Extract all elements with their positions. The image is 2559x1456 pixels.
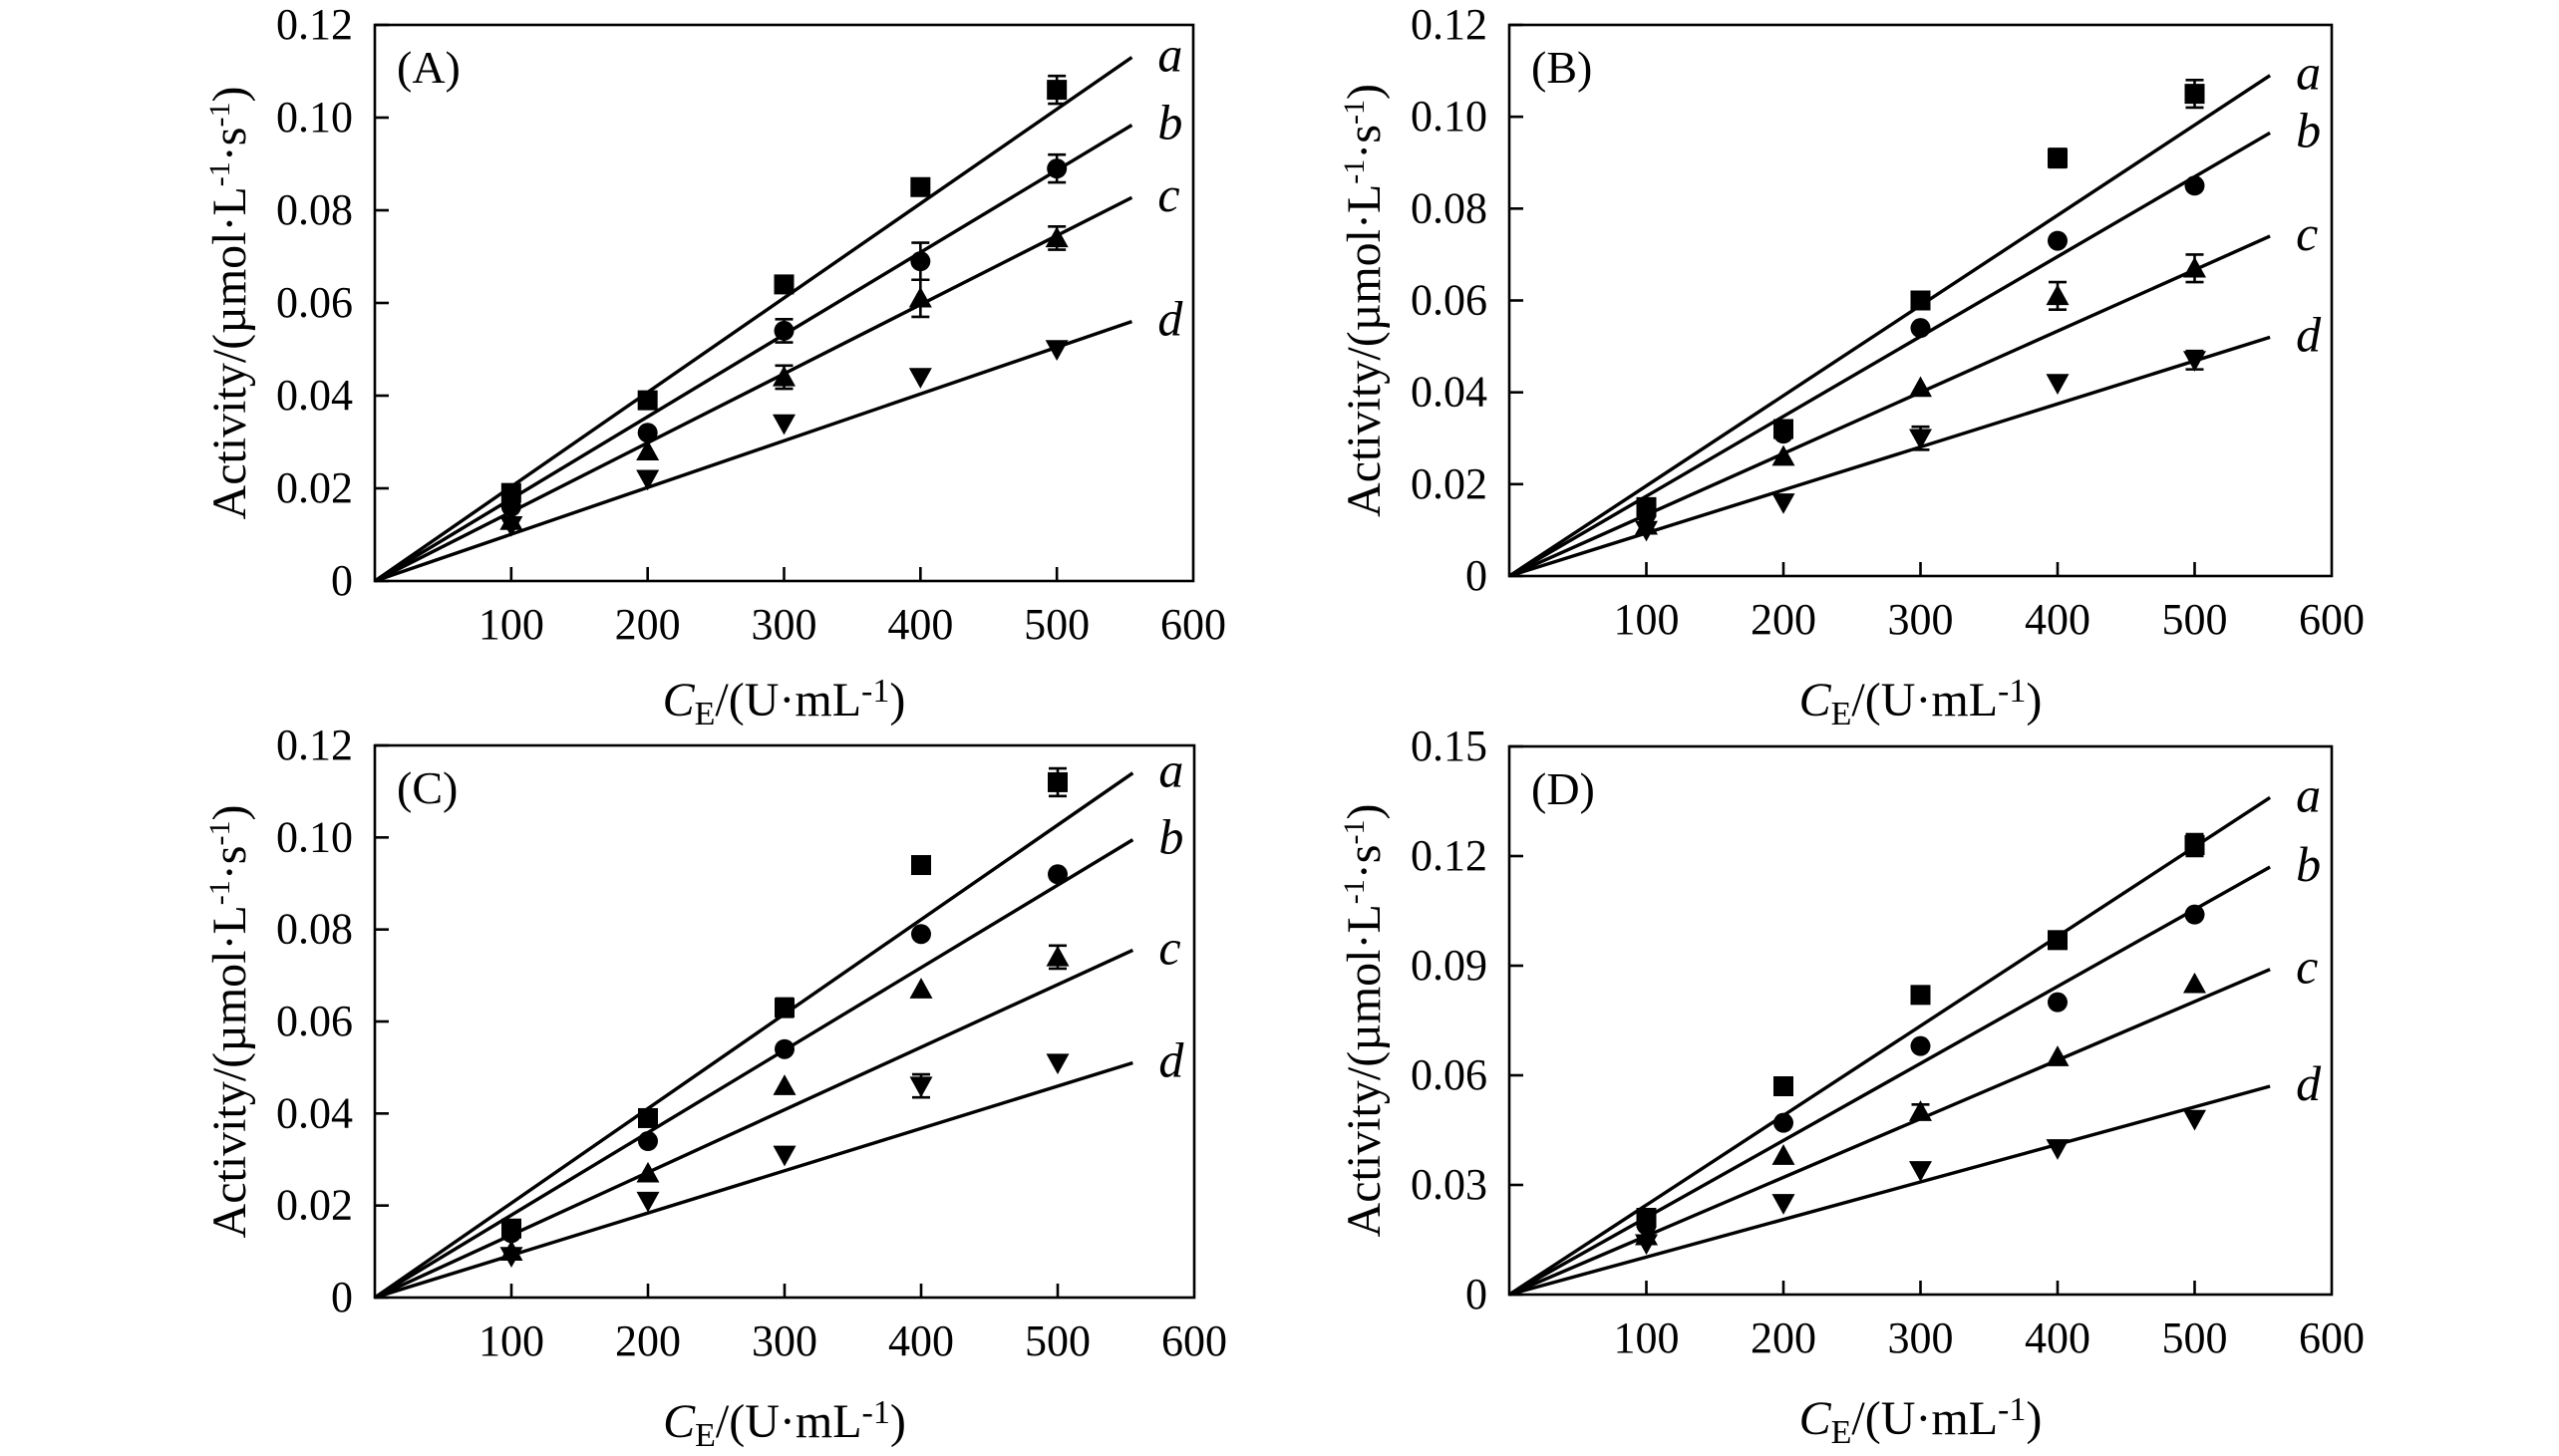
svg-text:0.04: 0.04 [276, 371, 353, 420]
svg-text:0.15: 0.15 [1411, 726, 1487, 770]
svg-text:0.03: 0.03 [1411, 1160, 1487, 1209]
svg-text:100: 100 [1614, 1313, 1680, 1362]
svg-text:200: 200 [615, 1316, 681, 1365]
svg-text:0.09: 0.09 [1411, 941, 1487, 990]
svg-text:0.02: 0.02 [276, 463, 353, 512]
svg-text:b: b [2296, 836, 2321, 892]
svg-text:0: 0 [331, 1273, 353, 1321]
svg-text:a: a [2296, 45, 2321, 101]
svg-text:600: 600 [1160, 600, 1226, 649]
svg-text:0.02: 0.02 [276, 1181, 353, 1230]
svg-text:b: b [1157, 95, 1182, 150]
svg-text:(D): (D) [1531, 763, 1595, 814]
svg-text:d: d [2296, 1055, 2322, 1111]
svg-text:d: d [1158, 1032, 1184, 1088]
svg-text:600: 600 [1161, 1316, 1227, 1365]
svg-text:a: a [2296, 766, 2321, 822]
svg-text:100: 100 [479, 1316, 544, 1365]
svg-text:b: b [1158, 809, 1183, 865]
svg-text:0.06: 0.06 [1411, 1050, 1487, 1099]
svg-text:0: 0 [1465, 1270, 1487, 1318]
svg-text:0.12: 0.12 [1411, 0, 1487, 49]
svg-text:300: 300 [752, 1316, 817, 1365]
svg-text:c: c [1157, 166, 1179, 222]
svg-text:d: d [2296, 306, 2322, 362]
svg-text:c: c [1158, 919, 1180, 975]
svg-text:300: 300 [1888, 595, 1954, 644]
svg-text:400: 400 [888, 1316, 954, 1365]
svg-text:0.10: 0.10 [276, 93, 353, 142]
svg-text:100: 100 [1614, 595, 1680, 644]
svg-text:Activity/(µmol·L-1·s-1): Activity/(µmol·L-1·s-1) [203, 805, 257, 1239]
svg-text:0.06: 0.06 [1411, 276, 1487, 325]
svg-text:200: 200 [615, 600, 681, 649]
svg-text:(A): (A) [397, 42, 461, 93]
svg-text:300: 300 [752, 600, 817, 649]
svg-text:a: a [1158, 742, 1183, 798]
svg-text:200: 200 [1751, 595, 1816, 644]
svg-text:0.04: 0.04 [276, 1088, 353, 1137]
svg-text:0.08: 0.08 [276, 905, 353, 954]
svg-text:500: 500 [2162, 1313, 2228, 1362]
svg-text:0.12: 0.12 [276, 726, 353, 769]
svg-text:0: 0 [1465, 551, 1487, 600]
svg-text:(B): (B) [1531, 42, 1592, 93]
svg-text:0.10: 0.10 [276, 812, 353, 861]
svg-text:400: 400 [887, 600, 953, 649]
svg-text:c: c [2296, 205, 2318, 261]
svg-text:100: 100 [479, 600, 544, 649]
svg-text:Activity/(µmol·L-1·s-1): Activity/(µmol·L-1·s-1) [1338, 84, 1392, 517]
svg-text:0.04: 0.04 [1411, 368, 1487, 417]
svg-text:a: a [1157, 26, 1182, 82]
svg-text:400: 400 [2025, 595, 2090, 644]
svg-text:0: 0 [331, 556, 353, 605]
svg-text:0.08: 0.08 [276, 185, 353, 234]
svg-text:500: 500 [2162, 595, 2228, 644]
svg-text:0.06: 0.06 [276, 278, 353, 327]
svg-text:0.08: 0.08 [1411, 183, 1487, 232]
svg-text:b: b [2296, 102, 2321, 157]
svg-text:Activity/(µmol·L-1·s-1): Activity/(µmol·L-1·s-1) [203, 87, 257, 520]
svg-text:0.12: 0.12 [276, 0, 353, 49]
svg-text:600: 600 [2299, 595, 2365, 644]
svg-text:0.12: 0.12 [1411, 831, 1487, 880]
svg-text:0.10: 0.10 [1411, 92, 1487, 141]
svg-text:600: 600 [2299, 1313, 2365, 1362]
svg-text:400: 400 [2025, 1313, 2090, 1362]
svg-text:500: 500 [1025, 1316, 1091, 1365]
svg-text:Activity/(µmol·L-1·s-1): Activity/(µmol·L-1·s-1) [1338, 804, 1392, 1238]
svg-text:0.02: 0.02 [1411, 459, 1487, 508]
svg-text:c: c [2296, 939, 2318, 995]
svg-text:(C): (C) [397, 762, 458, 813]
svg-text:d: d [1157, 291, 1183, 347]
svg-text:500: 500 [1024, 600, 1090, 649]
svg-text:300: 300 [1888, 1313, 1954, 1362]
svg-text:0.06: 0.06 [276, 997, 353, 1045]
svg-text:200: 200 [1751, 1313, 1816, 1362]
